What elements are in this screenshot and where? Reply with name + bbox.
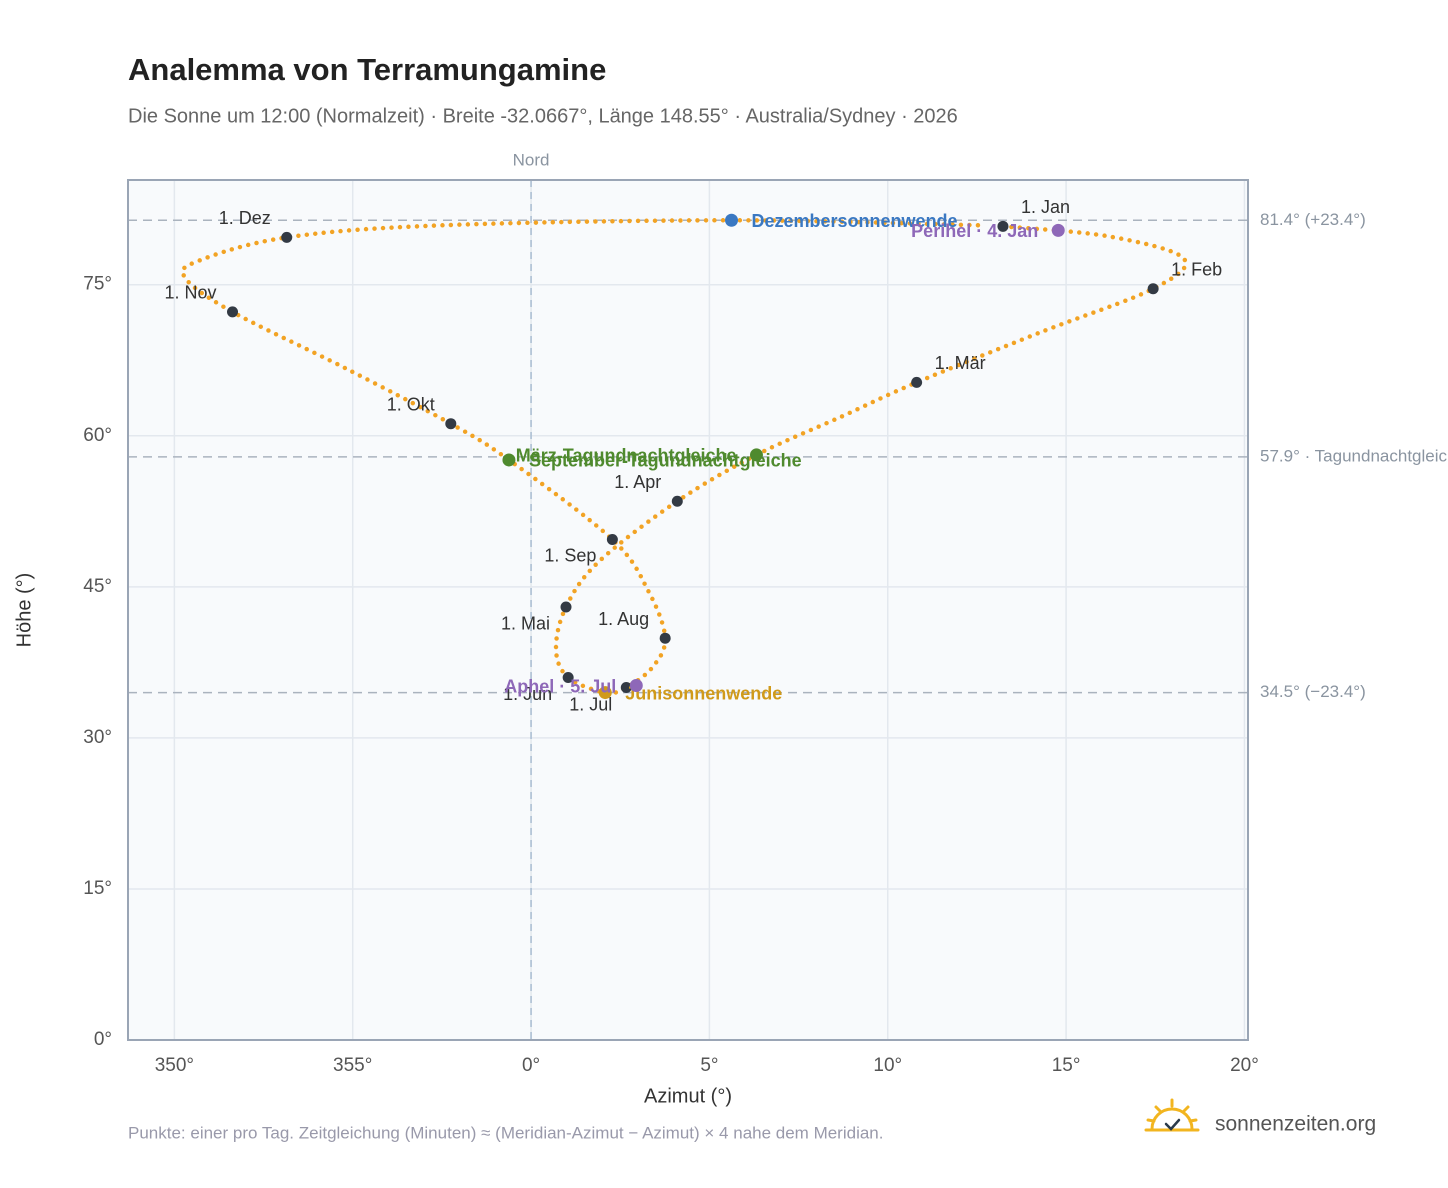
analemma-curve xyxy=(180,218,1188,696)
month-label: 1. Mär xyxy=(935,353,986,373)
month-marker xyxy=(562,671,574,683)
month-marker xyxy=(1147,283,1159,295)
event-label: März-Tagundnachtgleiche xyxy=(516,446,737,466)
event-label: Aphel · 5. Jul xyxy=(504,676,616,696)
month-label: 1. Jun xyxy=(503,684,552,704)
month-label: 1. Jan xyxy=(1021,197,1070,217)
month-marker xyxy=(227,306,239,318)
y-tick-label: 75° xyxy=(83,274,112,295)
y-tick-label: 0° xyxy=(94,1029,112,1050)
event-marker xyxy=(1051,223,1065,237)
month-label: 1. Feb xyxy=(1171,260,1222,280)
month-label: 1. Jul xyxy=(569,694,612,714)
plot-background xyxy=(128,180,1248,1040)
y-tick-label: 30° xyxy=(83,727,112,748)
month-label: 1. Apr xyxy=(614,472,661,492)
x-tick-label: 355° xyxy=(333,1055,372,1076)
event-marker xyxy=(749,448,763,462)
brand: sonnenzeiten.org xyxy=(1215,1113,1376,1136)
chart-subtitle: Die Sonne um 12:00 (Normalzeit) · Breite… xyxy=(128,105,958,127)
y-axis-label: Höhe (°) xyxy=(13,573,35,648)
reference-label: 57.9° · Tagundnachtgleiche xyxy=(1260,446,1448,465)
month-label: 1. Dez xyxy=(219,208,271,228)
x-tick-label: 0° xyxy=(522,1055,540,1076)
month-label: 1. Okt xyxy=(387,394,435,414)
month-marker xyxy=(659,632,671,644)
y-tick-label: 45° xyxy=(83,576,112,597)
brand-logo xyxy=(1144,1098,1200,1132)
footnote: Punkte: einer pro Tag. Zeitgleichung (Mi… xyxy=(128,1123,884,1142)
month-marker xyxy=(620,682,632,694)
month-marker xyxy=(997,220,1009,232)
plot-frame xyxy=(127,179,1249,1041)
month-label: 1. Sep xyxy=(544,545,596,565)
event-label: Dezembersonnenwende xyxy=(752,211,958,231)
event-label: September-Tagundnachtgleiche xyxy=(529,451,802,471)
event-marker xyxy=(598,686,612,700)
month-marker xyxy=(281,231,293,243)
month-marker xyxy=(445,418,457,430)
event-marker xyxy=(502,453,516,467)
y-tick-label: 60° xyxy=(83,425,112,446)
event-marker xyxy=(725,213,739,227)
event-label: Perihel · 4. Jan xyxy=(911,221,1038,241)
month-marker xyxy=(560,601,572,613)
event-label: Junisonnenwende xyxy=(625,683,782,703)
y-tick-label: 15° xyxy=(83,878,112,899)
chart-title: Analemma von Terramungamine xyxy=(128,52,606,87)
x-tick-label: 20° xyxy=(1230,1055,1259,1076)
north-label: Nord xyxy=(513,150,550,169)
x-tick-label: 15° xyxy=(1052,1055,1081,1076)
event-marker xyxy=(629,679,643,693)
reference-label: 81.4° (+23.4°) xyxy=(1260,210,1366,229)
x-tick-label: 10° xyxy=(873,1055,902,1076)
month-marker xyxy=(911,376,923,388)
month-label: 1. Mai xyxy=(501,614,550,634)
x-axis-label: Azimut (°) xyxy=(644,1085,732,1107)
month-label: 1. Nov xyxy=(164,283,216,303)
reference-label: 34.5° (−23.4°) xyxy=(1260,682,1366,701)
month-marker xyxy=(606,534,618,546)
x-tick-label: 350° xyxy=(155,1055,194,1076)
month-marker xyxy=(671,495,683,507)
x-tick-label: 5° xyxy=(700,1055,718,1076)
month-label: 1. Aug xyxy=(598,609,649,629)
